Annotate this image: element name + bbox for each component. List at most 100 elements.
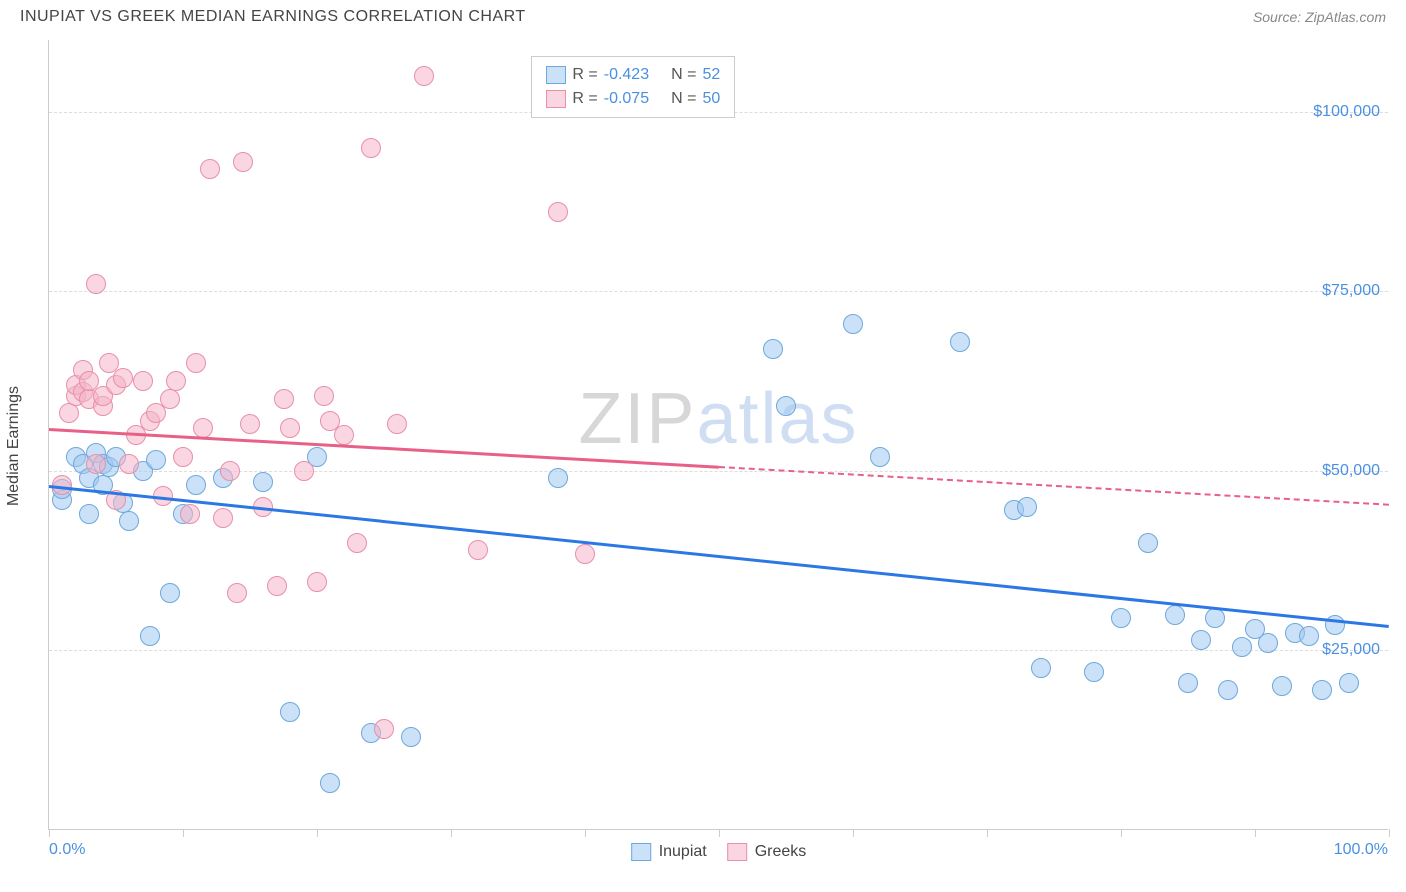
n-value: 52 [702, 63, 720, 87]
legend-swatch [727, 843, 747, 861]
x-tick [317, 829, 318, 837]
data-point [1218, 680, 1238, 700]
x-tick [1121, 829, 1122, 837]
data-point [387, 414, 407, 434]
legend-swatch [546, 66, 566, 84]
x-tick [49, 829, 50, 837]
gridline [49, 291, 1388, 292]
data-point [274, 389, 294, 409]
data-point [200, 159, 220, 179]
data-point [843, 314, 863, 334]
data-point [1258, 633, 1278, 653]
data-point [1178, 673, 1198, 693]
data-point [314, 386, 334, 406]
data-point [173, 447, 193, 467]
x-tick [585, 829, 586, 837]
chart-header: INUPIAT VS GREEK MEDIAN EARNINGS CORRELA… [0, 0, 1406, 30]
x-tick [987, 829, 988, 837]
x-axis-label-right: 100.0% [1334, 841, 1388, 859]
trend-line [49, 485, 1389, 628]
data-point [401, 727, 421, 747]
data-point [59, 403, 79, 423]
watermark-part1: ZIP [578, 379, 696, 459]
data-point [1232, 637, 1252, 657]
data-point [113, 368, 133, 388]
data-point [361, 138, 381, 158]
chart-title: INUPIAT VS GREEK MEDIAN EARNINGS CORRELA… [20, 8, 526, 26]
data-point [1299, 626, 1319, 646]
data-point [220, 461, 240, 481]
data-point [294, 461, 314, 481]
data-point [233, 152, 253, 172]
data-point [166, 371, 186, 391]
x-axis-label-left: 0.0% [49, 841, 85, 859]
data-point [1205, 608, 1225, 628]
data-point [950, 332, 970, 352]
r-label: R = [572, 87, 597, 111]
data-point [180, 504, 200, 524]
data-point [320, 773, 340, 793]
y-tick-label: $75,000 [1322, 282, 1380, 300]
legend-item: Greeks [727, 843, 807, 861]
legend-swatch [546, 90, 566, 108]
x-tick [853, 829, 854, 837]
r-value: -0.423 [604, 63, 649, 87]
data-point [160, 389, 180, 409]
data-point [86, 454, 106, 474]
data-point [146, 450, 166, 470]
scatter-chart: ZIPatlas $25,000$50,000$75,000$100,0000.… [48, 40, 1388, 830]
data-point [307, 572, 327, 592]
data-point [1339, 673, 1359, 693]
x-tick [183, 829, 184, 837]
data-point [1017, 497, 1037, 517]
legend-row: R =-0.423N = 52 [546, 63, 720, 87]
gridline [49, 471, 1388, 472]
x-tick [1255, 829, 1256, 837]
legend-swatch [631, 843, 651, 861]
data-point [1165, 605, 1185, 625]
y-tick-label: $50,000 [1322, 462, 1380, 480]
data-point [186, 353, 206, 373]
legend-label: Inupiat [659, 843, 707, 861]
gridline [49, 650, 1388, 651]
n-label: N = [671, 63, 696, 87]
y-tick-label: $100,000 [1313, 103, 1380, 121]
data-point [1084, 662, 1104, 682]
data-point [267, 576, 287, 596]
data-point [1111, 608, 1131, 628]
legend-row: R =-0.075N = 50 [546, 87, 720, 111]
watermark-part2: atlas [696, 379, 858, 459]
x-tick [451, 829, 452, 837]
data-point [575, 544, 595, 564]
data-point [468, 540, 488, 560]
data-point [227, 583, 247, 603]
data-point [374, 719, 394, 739]
data-point [79, 504, 99, 524]
data-point [140, 626, 160, 646]
data-point [119, 511, 139, 531]
chart-source: Source: ZipAtlas.com [1253, 9, 1386, 25]
data-point [253, 472, 273, 492]
y-tick-label: $25,000 [1322, 641, 1380, 659]
x-tick [1389, 829, 1390, 837]
data-point [119, 454, 139, 474]
legend-label: Greeks [755, 843, 807, 861]
data-point [280, 702, 300, 722]
data-point [334, 425, 354, 445]
data-point [240, 414, 260, 434]
y-axis-title: Median Earnings [5, 386, 23, 506]
data-point [776, 396, 796, 416]
data-point [1312, 680, 1332, 700]
data-point [213, 508, 233, 528]
data-point [86, 274, 106, 294]
data-point [133, 371, 153, 391]
data-point [870, 447, 890, 467]
data-point [763, 339, 783, 359]
correlation-legend: R =-0.423N = 52R =-0.075N = 50 [531, 56, 735, 118]
data-point [186, 475, 206, 495]
data-point [193, 418, 213, 438]
series-legend: Inupiat Greeks [631, 843, 807, 861]
data-point [414, 66, 434, 86]
data-point [1031, 658, 1051, 678]
r-value: -0.075 [604, 87, 649, 111]
